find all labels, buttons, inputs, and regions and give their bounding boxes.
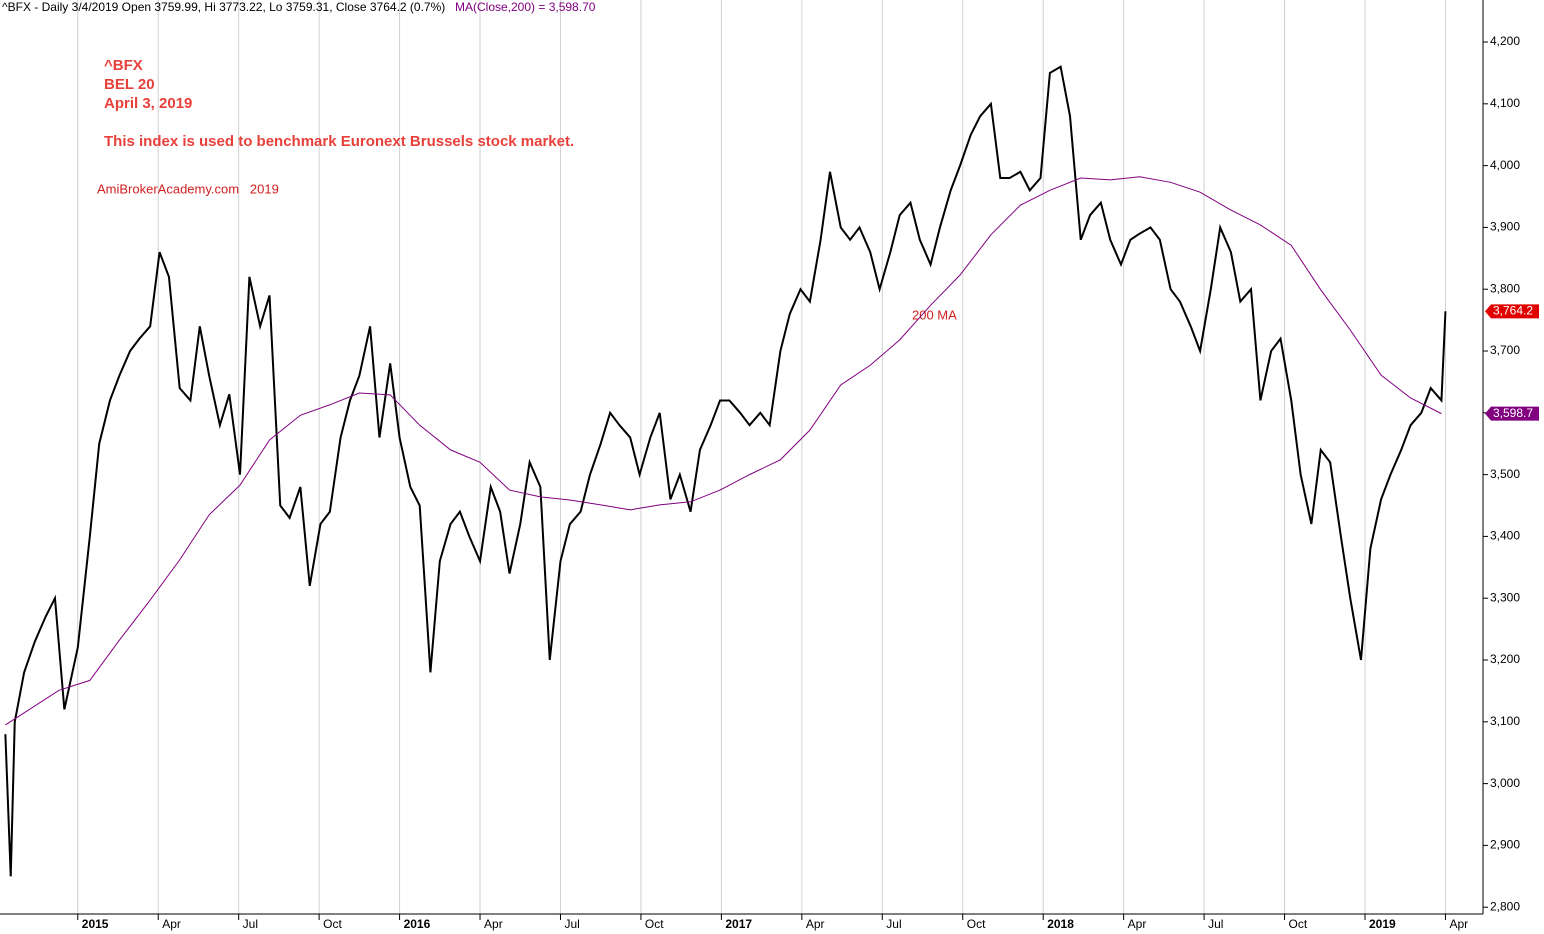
price-tag-label: 3,598.7 [1493, 406, 1533, 420]
annotation: 200 MA [912, 307, 957, 322]
header: ^BFX - Daily 3/4/2019 Open 3759.99, Hi 3… [2, 0, 445, 14]
ma-header: MA(Close,200) = 3,598.70 [455, 0, 596, 14]
x-tick-label: Oct [323, 917, 342, 931]
x-tick-label: Apr [1449, 917, 1468, 931]
x-tick-label: Jul [886, 917, 901, 931]
y-tick-label: 3,700 [1490, 343, 1520, 357]
y-tick-label: 3,500 [1490, 467, 1520, 481]
y-tick-label: 4,100 [1490, 96, 1520, 110]
x-tick-label: 2017 [725, 917, 752, 931]
x-tick-label: Apr [162, 917, 181, 931]
y-tick-label: 3,800 [1490, 281, 1520, 295]
y-tick-label: 3,300 [1490, 590, 1520, 604]
annotation: AmiBrokerAcademy.com 2019 [97, 181, 279, 196]
x-tick-label: Jul [243, 917, 258, 931]
y-tick-label: 4,000 [1490, 158, 1520, 172]
price-tag [1485, 406, 1539, 421]
y-tick-label: 3,200 [1490, 652, 1520, 666]
x-tick-label: Jul [564, 917, 579, 931]
annotation: This index is used to benchmark Euronext… [104, 133, 574, 150]
y-tick-label: 3,400 [1490, 529, 1520, 543]
x-tick-label: Oct [1289, 917, 1308, 931]
series-line [5, 176, 1442, 726]
y-tick-label: 2,900 [1490, 838, 1520, 852]
annotation: April 3, 2019 [104, 95, 192, 112]
price-tag [1485, 304, 1539, 319]
x-tick-label: Apr [484, 917, 503, 931]
x-tick-label: 2019 [1369, 917, 1396, 931]
x-tick-label: Apr [806, 917, 825, 931]
y-tick-label: 3,100 [1490, 714, 1520, 728]
x-tick-label: Jul [1208, 917, 1223, 931]
y-tick-label: 3,000 [1490, 776, 1520, 790]
x-tick-label: Oct [967, 917, 986, 931]
x-tick-label: Apr [1128, 917, 1147, 931]
annotation: BEL 20 [104, 76, 155, 93]
x-tick-label: 2018 [1047, 917, 1074, 931]
annotation: ^BFX [104, 57, 143, 74]
x-tick-label: 2015 [82, 917, 109, 931]
x-tick-label: 2016 [404, 917, 431, 931]
y-tick-label: 2,800 [1490, 899, 1520, 913]
y-tick-label: 4,200 [1490, 34, 1520, 48]
y-tick-label: 3,900 [1490, 220, 1520, 234]
series-line [4, 65, 1447, 877]
x-tick-label: Oct [645, 917, 664, 931]
price-tag-label: 3,764.2 [1493, 304, 1533, 318]
